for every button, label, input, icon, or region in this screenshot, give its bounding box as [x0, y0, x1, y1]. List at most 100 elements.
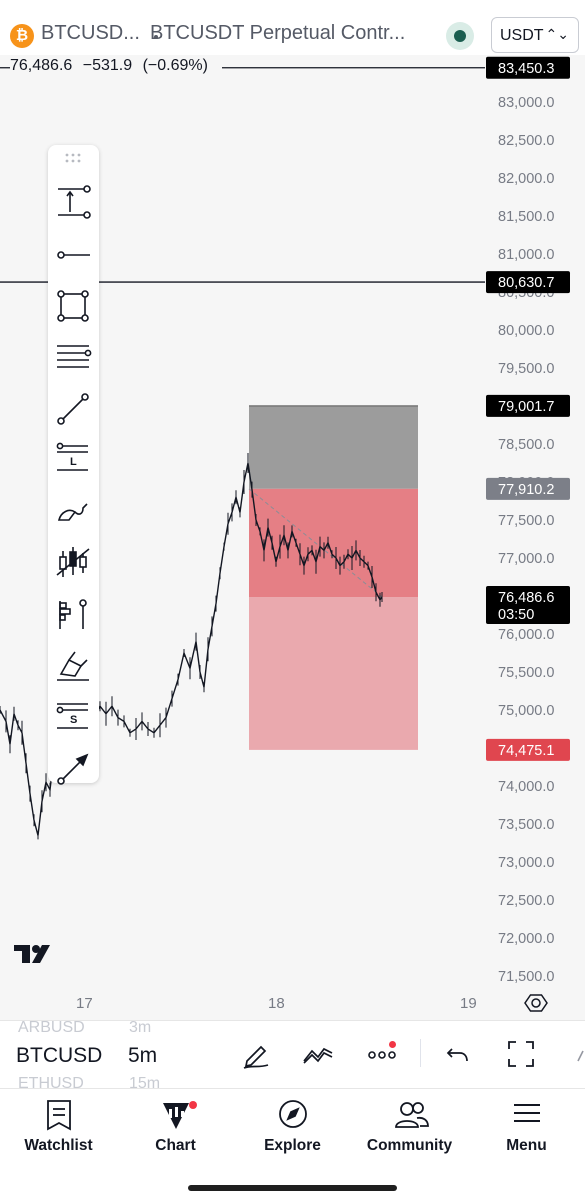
- tab-chart[interactable]: Chart: [117, 1099, 234, 1165]
- tab-label: Community: [366, 1137, 453, 1154]
- price-line-tag-bg: [486, 56, 570, 79]
- y-axis-tick: 77,500.0: [498, 513, 554, 529]
- entry-level-tag: 77,910.2: [498, 482, 554, 498]
- undo-icon[interactable]: [444, 1039, 472, 1074]
- y-axis-tick: 80,000.0: [498, 323, 554, 339]
- tab-label: Chart: [155, 1137, 196, 1154]
- y-axis-tick: 81,000.0: [498, 247, 554, 263]
- symbol-option-prev[interactable]: ARBUSD: [18, 1020, 85, 1036]
- drawing-pen-icon[interactable]: [241, 1039, 271, 1074]
- tool-bars-pattern-icon[interactable]: [53, 543, 94, 583]
- y-axis-tick: 73,500.0: [498, 817, 554, 833]
- y-axis-tick: 75,500.0: [498, 665, 554, 681]
- compass-icon: [279, 1100, 307, 1128]
- target-level-tag: 74,475.1: [498, 743, 554, 759]
- tool-short-position-icon[interactable]: S: [53, 698, 94, 738]
- short-label: S: [70, 714, 77, 726]
- current-price-tag: 76,486.6: [498, 590, 554, 606]
- price-line-tag: 83,450.3: [498, 61, 554, 77]
- interval-option-prev[interactable]: 3m: [129, 1020, 152, 1036]
- tab-label: Explore: [264, 1137, 321, 1154]
- price-change-percent: (−0.69%): [142, 57, 208, 74]
- y-axis-tick: 81,500.0: [498, 209, 554, 225]
- y-axis-tick: 82,500.0: [498, 133, 554, 149]
- x-axis-tick: 17: [76, 995, 93, 1012]
- stop-loss-zone: [249, 405, 418, 489]
- y-axis-tick: 79,500.0: [498, 361, 554, 377]
- symbol-picker[interactable]: BTCUSD: [16, 1044, 103, 1067]
- entry-level-tag-bg: [486, 477, 570, 500]
- stop-level-tag-bg: [486, 394, 570, 417]
- symbol-name[interactable]: BTCUSD...: [41, 22, 140, 44]
- y-axis-tick: 72,500.0: [498, 893, 554, 909]
- tool-horizontal-ray-icon[interactable]: [53, 235, 94, 275]
- y-axis-tick: 71,500.0: [498, 969, 554, 985]
- contract-title[interactable]: BTCUSDT Perpetual Contr...: [150, 22, 406, 44]
- currency-value: USDT: [500, 27, 544, 44]
- interval-picker[interactable]: 5m: [128, 1044, 158, 1067]
- tool-long-position-icon[interactable]: L: [53, 440, 94, 480]
- toolbar-separator: [420, 1039, 421, 1067]
- price-line-tag-bg: [486, 271, 570, 294]
- redo-icon-partial[interactable]: [575, 1049, 585, 1070]
- price-change: −531.9: [82, 57, 133, 74]
- y-axis-tick: 75,000.0: [498, 703, 554, 719]
- price-info: 76,486.6 −531.9 (−0.69%): [10, 57, 222, 75]
- chart-bottom-toolbar: ARBUSD 3m BTCUSD 5m ETHUSD 15m: [0, 1020, 585, 1088]
- currency-select[interactable]: USDT ⌃⌄: [491, 17, 579, 53]
- y-axis-tick: 82,000.0: [498, 171, 554, 187]
- home-indicator: [188, 1185, 397, 1191]
- y-axis-tick: 83,000.0: [498, 95, 554, 111]
- notification-dot: [389, 1041, 396, 1048]
- drawing-toolbar[interactable]: L: [48, 145, 99, 785]
- chart-canvas[interactable]: 83,000.0 82,500.0 82,000.0 81,500.0 81,000.0…: [0, 55, 585, 1020]
- tab-watchlist[interactable]: Watchlist: [0, 1099, 117, 1165]
- separator-dot: [154, 35, 158, 39]
- chevron-updown-icon: ⌃⌄: [545, 26, 569, 42]
- community-icon: [395, 1102, 429, 1128]
- y-axis-tick: 76,000.0: [498, 627, 554, 643]
- last-price: 76,486.6: [10, 57, 73, 74]
- interval-option-next[interactable]: 15m: [129, 1075, 161, 1088]
- y-axis-tick: 72,000.0: [498, 931, 554, 947]
- bar-countdown: 03:50: [498, 607, 534, 623]
- tool-cross-line-icon[interactable]: [53, 183, 94, 223]
- tool-arrow-icon[interactable]: [53, 749, 94, 789]
- notification-dot: [189, 1101, 197, 1109]
- y-axis-tick: 78,500.0: [498, 437, 554, 453]
- position-connector-line: [248, 488, 383, 598]
- tool-anchored-vwap-icon[interactable]: [53, 595, 94, 635]
- tab-community[interactable]: Community: [351, 1099, 468, 1165]
- tool-parallel-channel-icon[interactable]: [53, 337, 94, 377]
- drag-handle-icon[interactable]: [48, 152, 99, 166]
- hamburger-icon: [514, 1104, 540, 1122]
- y-axis-tick: 77,000.0: [498, 551, 554, 567]
- y-axis-tick: 73,000.0: [498, 855, 554, 871]
- bottom-navigation: Watchlist Chart Explore Community Menu: [0, 1088, 585, 1200]
- tool-highlighter-icon[interactable]: [53, 646, 94, 686]
- take-profit-zone: [249, 597, 418, 750]
- btc-logo: ₿: [10, 24, 34, 48]
- x-axis-tick: 19: [460, 995, 477, 1012]
- current-price-tag-bg: [486, 586, 570, 625]
- tool-trend-line-icon[interactable]: [53, 389, 94, 429]
- more-options-icon[interactable]: [367, 1043, 397, 1068]
- tab-label: Watchlist: [24, 1137, 93, 1154]
- watchlist-icon: [47, 1100, 71, 1131]
- long-label: L: [70, 456, 77, 468]
- indicators-icon[interactable]: [302, 1039, 334, 1074]
- tool-rectangle-icon[interactable]: [53, 286, 94, 326]
- price-chart[interactable]: 83,000.0 82,500.0 82,000.0 81,500.0 81,000.0…: [0, 55, 585, 1020]
- tab-label: Menu: [506, 1137, 547, 1154]
- target-level-tag-bg: [486, 738, 570, 761]
- tab-menu[interactable]: Menu: [468, 1099, 585, 1165]
- active-loss-zone: [249, 488, 418, 598]
- fullscreen-icon[interactable]: [506, 1039, 536, 1074]
- tab-explore[interactable]: Explore: [234, 1099, 351, 1165]
- price-line-tag: 80,630.7: [498, 275, 554, 291]
- market-status-icon[interactable]: [446, 22, 474, 50]
- tool-brush-icon[interactable]: [53, 492, 94, 532]
- symbol-option-next[interactable]: ETHUSD: [18, 1075, 84, 1088]
- x-axis-tick: 18: [268, 995, 285, 1012]
- chart-icon: [163, 1103, 189, 1129]
